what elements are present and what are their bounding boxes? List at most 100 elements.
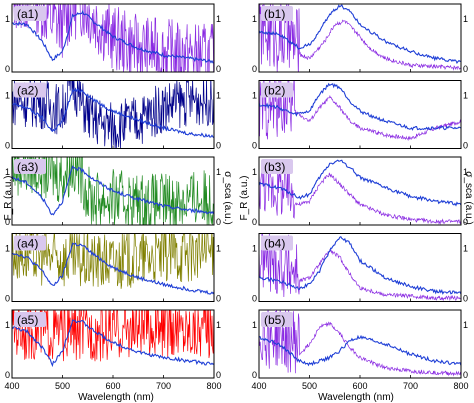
x-tick-label: 500 bbox=[55, 381, 70, 391]
x-tick-label: 400 bbox=[251, 381, 266, 391]
plot-area bbox=[12, 157, 214, 225]
x-tick-label: 600 bbox=[105, 381, 120, 391]
y-tick-label-left-1: 1 bbox=[5, 320, 10, 330]
panel-label-bg bbox=[261, 82, 293, 98]
y-tick-label-left-1: 1 bbox=[5, 14, 10, 24]
spectrum-line bbox=[12, 9, 214, 64]
panel-a3: 0 1 0 1 (a3) bbox=[5, 156, 221, 227]
y-tick-label-right-0: 0 bbox=[463, 217, 468, 227]
panel-label-bg bbox=[14, 159, 46, 174]
noisy-series-line bbox=[12, 157, 214, 225]
plot-area bbox=[12, 80, 214, 149]
panel-label: (a3) bbox=[17, 160, 38, 174]
plot-area bbox=[259, 4, 461, 72]
noisy-series-line bbox=[259, 233, 461, 302]
y-tick-label-left-0: 0 bbox=[5, 370, 10, 380]
spectrum-line bbox=[259, 236, 461, 295]
spectrum-line bbox=[12, 242, 214, 295]
x-tick-label: 800 bbox=[453, 381, 468, 391]
y-tick-label-right-1: 1 bbox=[216, 14, 221, 24]
y-tick-label-right-0: 0 bbox=[216, 64, 221, 74]
panel-label-bg bbox=[261, 235, 293, 251]
panel-b2: 0 1 0 1 (b2) bbox=[252, 80, 468, 151]
y-tick-label-right-1: 1 bbox=[216, 244, 221, 254]
y-tick-label-left-1: 1 bbox=[252, 244, 257, 254]
y-tick-label-right-0: 0 bbox=[463, 141, 468, 151]
panel-b3: 0 1 0 1 (b3) bbox=[252, 156, 468, 227]
panel-a5: 0 1 0 1 (a5) 400 500 600 700 800 bbox=[4, 309, 222, 391]
y-tick-label-right-0: 0 bbox=[216, 217, 221, 227]
y-tick-label-right-1: 1 bbox=[463, 320, 468, 330]
plot-area bbox=[12, 310, 214, 368]
y-tick-label-left-0: 0 bbox=[252, 294, 257, 304]
y-tick-label-left-0: 0 bbox=[5, 217, 10, 227]
y-tick-label-left-0: 0 bbox=[252, 141, 257, 151]
noisy-series-line bbox=[259, 4, 461, 72]
y-tick-label-left-0: 0 bbox=[252, 217, 257, 227]
panel-label-bg bbox=[14, 6, 46, 21]
spectrum-line bbox=[259, 159, 461, 207]
y-tick-label-right-0: 0 bbox=[216, 141, 221, 151]
spectrum-line bbox=[259, 4, 461, 65]
panel-label: (b4) bbox=[264, 237, 285, 251]
noisy-series-line bbox=[12, 80, 214, 149]
y-tick-label-left-1: 1 bbox=[252, 91, 257, 101]
y-axis-label-left-b: F_R (a.u.) bbox=[239, 175, 250, 220]
y-axis-label-left-a: F_R (a.u.) bbox=[3, 175, 14, 220]
spectrum-line bbox=[12, 319, 214, 368]
y-tick-label-right-0: 0 bbox=[463, 370, 468, 380]
plot-area bbox=[259, 233, 461, 302]
panel-label: (b2) bbox=[264, 84, 285, 98]
y-axis-label-right-a: σ_sca (a.u.) bbox=[222, 171, 233, 224]
panel-label-bg bbox=[261, 6, 293, 21]
noisy-series-line bbox=[259, 310, 461, 377]
spectrum-line bbox=[12, 88, 214, 139]
noisy-series-line bbox=[12, 233, 214, 289]
x-tick-label: 700 bbox=[156, 381, 171, 391]
panel-label: (b5) bbox=[264, 313, 285, 327]
noisy-series-line bbox=[259, 161, 461, 225]
panel-a2: 0 1 0 1 (a2) bbox=[5, 80, 221, 151]
panel-label: (b1) bbox=[264, 7, 285, 21]
y-tick-label-right-1: 1 bbox=[463, 91, 468, 101]
panel-label-bg bbox=[261, 312, 293, 327]
x-tick-label: 800 bbox=[206, 381, 221, 391]
y-tick-label-left-0: 0 bbox=[5, 64, 10, 74]
plot-area bbox=[259, 80, 461, 141]
panel-label: (a1) bbox=[17, 7, 38, 21]
y-tick-label-right-0: 0 bbox=[216, 294, 221, 304]
y-tick-label-left-0: 0 bbox=[5, 294, 10, 304]
spectrum-line bbox=[259, 82, 461, 131]
y-tick-label-left-0: 0 bbox=[5, 141, 10, 151]
panel-layer: 0 1 0 1 (a1) 0 1 0 1 (a2) 0 1 0 1 (a3) 0 1 0 1 (a4) 0 1 0 1 (a5)… bbox=[4, 3, 469, 391]
y-tick-label-left-0: 0 bbox=[252, 370, 257, 380]
panel-label: (a5) bbox=[17, 313, 38, 327]
noisy-series-line bbox=[259, 80, 461, 141]
panel-b4: 0 1 0 1 (b4) bbox=[252, 233, 468, 304]
y-tick-label-right-1: 1 bbox=[216, 167, 221, 177]
y-tick-label-right-1: 1 bbox=[463, 14, 468, 24]
panel-label: (a4) bbox=[17, 237, 38, 251]
y-tick-label-left-1: 1 bbox=[5, 167, 10, 177]
y-tick-label-right-1: 1 bbox=[216, 91, 221, 101]
panel-a1: 0 1 0 1 (a1) bbox=[5, 3, 221, 74]
panel-label-bg bbox=[261, 159, 293, 174]
y-tick-label-left-0: 0 bbox=[252, 64, 257, 74]
y-tick-label-right-0: 0 bbox=[463, 64, 468, 74]
axis-label-layer: Wavelength (nm) Wavelength (nm) F_R (a.u… bbox=[3, 171, 474, 403]
y-axis-label-right-b: σ_sca (a.u.) bbox=[463, 171, 474, 224]
y-tick-label-left-1: 1 bbox=[252, 14, 257, 24]
y-tick-label-right-0: 0 bbox=[216, 370, 221, 380]
y-tick-label-left-1: 1 bbox=[252, 320, 257, 330]
y-tick-label-right-1: 1 bbox=[463, 244, 468, 254]
panel-a4: 0 1 0 1 (a4) bbox=[5, 233, 221, 304]
panel-label: (b3) bbox=[264, 160, 285, 174]
y-tick-label-right-1: 1 bbox=[216, 320, 221, 330]
noisy-series-line bbox=[12, 310, 214, 362]
x-tick-label: 400 bbox=[4, 381, 19, 391]
x-tick-label: 700 bbox=[403, 381, 418, 391]
panel-b5: 0 1 0 1 (b5) 400 500 600 700 800 bbox=[251, 309, 469, 391]
plot-area bbox=[259, 310, 461, 377]
y-tick-label-left-1: 1 bbox=[5, 91, 10, 101]
